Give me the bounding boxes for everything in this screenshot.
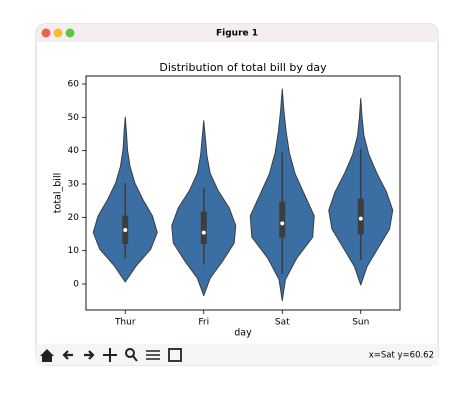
median [201, 230, 206, 235]
median [280, 221, 285, 226]
box [357, 198, 364, 235]
y-axis-label: total_bill [53, 173, 64, 213]
pan-button[interactable] [103, 348, 117, 362]
x-tick-label: Fri [198, 318, 209, 328]
y-tick-label: 40 [68, 146, 80, 156]
y-tick-label: 10 [68, 246, 80, 256]
y-tick-label: 20 [68, 213, 80, 223]
home-button[interactable] [40, 349, 54, 362]
forward-button[interactable] [84, 350, 95, 360]
median [358, 216, 363, 221]
close-button[interactable] [41, 28, 51, 38]
zoom-tool-button[interactable] [125, 348, 138, 362]
configure-button[interactable] [146, 350, 160, 360]
x-tick-label: Sun [352, 318, 369, 328]
save-button[interactable] [168, 348, 182, 362]
y-tick-label: 0 [73, 280, 79, 290]
plot-frame [85, 75, 401, 311]
back-button[interactable] [62, 350, 73, 360]
chart-title: Distribution of total bill by day [159, 61, 327, 74]
x-tick-label: Thur [114, 318, 136, 328]
title-bar [36, 24, 438, 42]
median [123, 228, 128, 232]
minimize-button[interactable] [53, 28, 63, 38]
x-tick-label: Sat [275, 318, 290, 328]
y-tick-label: 60 [68, 80, 80, 90]
y-tick-label: 30 [68, 180, 80, 190]
box [200, 211, 207, 244]
box [279, 201, 286, 238]
y-tick-label: 50 [68, 113, 80, 123]
toolbar-icons [40, 348, 182, 362]
x-axis-label: day [234, 328, 252, 339]
status-text: x=Sat y=60.62 [369, 351, 434, 361]
zoom-button[interactable] [65, 28, 75, 38]
window-title: Figure 1 [216, 29, 258, 39]
